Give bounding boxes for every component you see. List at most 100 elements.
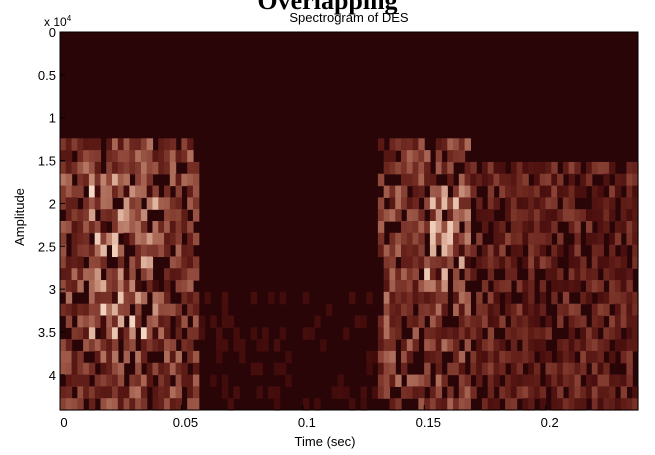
spectrogram-cell — [192, 327, 200, 340]
spectrogram-cell — [453, 221, 460, 234]
spectrogram-cell — [505, 256, 512, 269]
spectrogram-cell — [528, 209, 535, 222]
spectrogram-cell — [574, 232, 581, 246]
spectrogram-cell — [632, 303, 639, 317]
spectrogram-cell — [83, 150, 90, 163]
spectrogram-cell — [395, 291, 402, 305]
spectrogram-cell — [429, 280, 437, 293]
spectrogram-cell — [528, 221, 535, 234]
spectrogram-cell — [129, 280, 136, 293]
spectrogram-cell — [187, 173, 194, 187]
spectrogram-cell — [65, 268, 73, 281]
spectrogram-cell — [435, 185, 443, 198]
spectrogram-cell — [464, 185, 471, 198]
spectrogram-cell — [117, 138, 125, 151]
spectrogram-cell — [123, 197, 130, 210]
spectrogram-cell — [591, 327, 599, 340]
spectrogram-cell — [146, 268, 154, 281]
spectrogram-cell — [146, 138, 154, 151]
spectrogram-cell — [562, 374, 570, 387]
spectrogram-cell — [568, 350, 576, 364]
spectrogram-cell — [401, 185, 408, 198]
spectrogram-cell — [620, 173, 628, 187]
spectrogram-cell — [106, 291, 113, 305]
spectrogram-cell — [424, 303, 431, 317]
spectrogram-cell — [77, 362, 84, 376]
spectrogram-cell — [112, 280, 119, 293]
spectrogram-cell — [158, 161, 165, 175]
spectrogram-cell — [557, 374, 564, 387]
spectrogram-cell — [626, 374, 633, 387]
spectrogram-cell — [429, 173, 437, 187]
spectrogram-cell — [476, 362, 483, 376]
spectrogram-cell — [181, 280, 188, 293]
spectrogram-cell — [383, 339, 391, 352]
spectrogram-cell — [522, 374, 529, 387]
spectrogram-cell — [487, 339, 495, 352]
spectrogram-cell — [366, 350, 373, 364]
spectrogram-cell — [453, 398, 460, 411]
spectrogram-cell — [377, 209, 385, 222]
spectrogram-cell — [481, 161, 489, 175]
spectrogram-cell — [273, 386, 281, 399]
spectrogram-cell — [383, 185, 391, 198]
spectrogram-cell — [545, 232, 552, 246]
spectrogram-cell — [626, 173, 633, 187]
spectrogram-cell — [528, 398, 535, 411]
spectrogram-cell — [129, 221, 136, 234]
spectrogram-cell — [481, 315, 489, 328]
spectrogram-cell — [123, 150, 130, 163]
spectrogram-cell — [516, 232, 523, 246]
spectrogram-cell — [505, 173, 512, 187]
spectrogram-cell — [424, 362, 431, 376]
spectrogram-cell — [112, 327, 119, 340]
spectrogram-cell — [187, 339, 194, 352]
spectrogram-cell — [429, 244, 437, 258]
spectrogram-cell — [117, 256, 125, 269]
spectrogram-cell — [187, 161, 194, 175]
spectrogram-cell — [117, 209, 125, 222]
spectrogram-cell — [568, 244, 576, 258]
spectrogram-cell — [510, 209, 518, 222]
spectrogram-cell — [158, 362, 165, 376]
spectrogram-cell — [135, 291, 142, 305]
spectrogram-cell — [94, 244, 102, 258]
spectrogram-cell — [614, 315, 622, 328]
spectrogram-cell — [221, 291, 229, 305]
spectrogram-cell — [493, 398, 500, 411]
spectrogram-cell — [557, 280, 564, 293]
spectrogram-cell — [71, 362, 78, 376]
spectrogram-cell — [83, 362, 90, 376]
spectrogram-cell — [88, 161, 96, 175]
spectrogram-cell — [510, 327, 518, 340]
spectrogram-cell — [626, 185, 633, 198]
spectrogram-cell — [603, 209, 610, 222]
spectrogram-cell — [140, 327, 148, 340]
spectrogram-cell — [464, 232, 471, 246]
spectrogram-cell — [412, 244, 419, 258]
spectrogram-cell — [106, 268, 113, 281]
spectrogram-cell — [562, 197, 570, 210]
spectrogram-cell — [626, 350, 633, 364]
spectrogram-cell — [453, 291, 460, 305]
spectrogram-cell — [129, 339, 136, 352]
spectrogram-cell — [516, 362, 523, 376]
spectrogram-cell — [557, 386, 564, 399]
spectrogram-cell — [406, 150, 414, 163]
spectrogram-cell — [476, 374, 483, 387]
spectrogram-cell — [424, 221, 431, 234]
spectrogram-cell — [609, 161, 616, 175]
spectrogram-cell — [533, 362, 541, 376]
spectrogram-cell — [597, 339, 604, 352]
spectrogram-cell — [487, 386, 495, 399]
spectrogram-cell — [395, 197, 402, 210]
spectrogram-cell — [470, 268, 477, 281]
spectrogram-cell — [383, 268, 391, 281]
spectrogram-cell — [100, 386, 107, 399]
spectrogram-cell — [435, 256, 443, 269]
spectrogram-cell — [175, 185, 182, 198]
spectrogram-cell — [591, 232, 599, 246]
spectrogram-cell — [383, 374, 391, 387]
spectrogram-cell — [135, 386, 142, 399]
